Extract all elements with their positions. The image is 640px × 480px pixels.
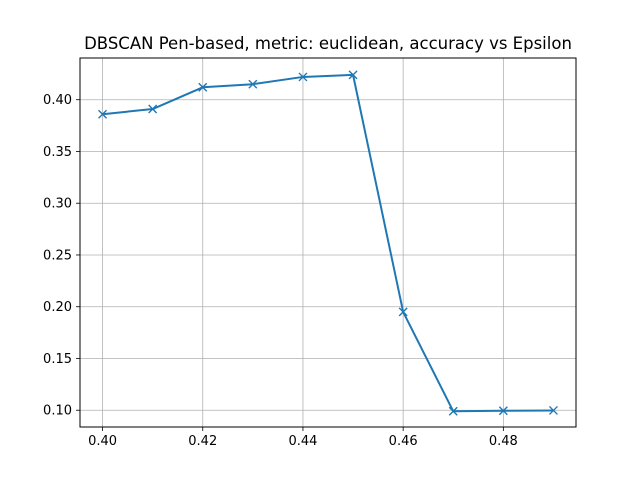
y-axis: 0.10 0.15 0.20 0.25 0.30 0.35 0.40 <box>43 93 80 419</box>
y-tick-label: 0.25 <box>43 248 72 263</box>
x-axis: 0.40 0.42 0.44 0.46 0.48 <box>88 427 518 449</box>
data-point-marker <box>148 104 158 114</box>
y-tick-label: 0.20 <box>43 300 72 315</box>
grid-lines <box>80 58 576 427</box>
x-tick-label: 0.44 <box>288 434 317 449</box>
data-point-marker <box>398 307 408 317</box>
data-point-marker <box>548 405 558 415</box>
data-point-marker <box>498 406 508 416</box>
y-tick-label: 0.10 <box>43 404 72 419</box>
y-tick-label: 0.40 <box>43 93 72 108</box>
data-point-marker <box>348 70 358 80</box>
series-layer <box>98 70 558 416</box>
chart-title: DBSCAN Pen-based, metric: euclidean, acc… <box>84 34 572 53</box>
data-point-marker <box>248 79 258 89</box>
data-point-marker <box>298 72 308 82</box>
y-tick-label: 0.30 <box>43 197 72 212</box>
data-point-marker <box>198 82 208 92</box>
x-tick-label: 0.48 <box>489 434 518 449</box>
series-line <box>102 73 554 413</box>
x-tick-label: 0.42 <box>188 434 217 449</box>
x-tick-label: 0.46 <box>389 434 418 449</box>
data-point-marker <box>448 406 458 416</box>
plot-frame <box>79 57 577 428</box>
y-tick-label: 0.15 <box>43 352 72 367</box>
x-tick-label: 0.40 <box>88 434 117 449</box>
y-tick-label: 0.35 <box>43 145 72 160</box>
data-point-marker <box>98 109 108 119</box>
